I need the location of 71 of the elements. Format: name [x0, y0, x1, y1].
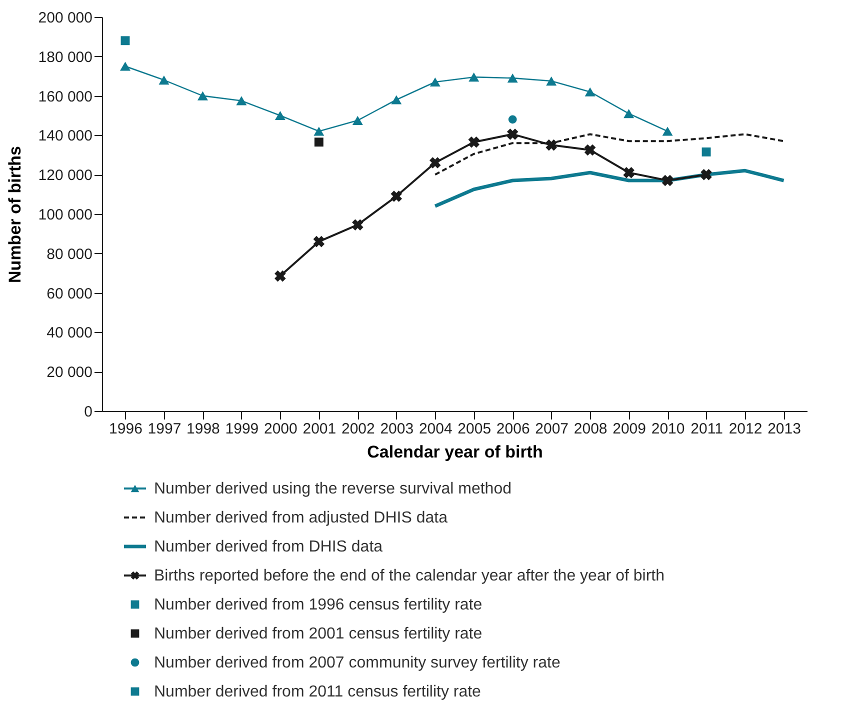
y-tick-label: 60 000 — [46, 285, 92, 302]
x-tick-label: 1998 — [186, 420, 220, 438]
point — [120, 62, 130, 71]
y-tick-label: 120 000 — [38, 167, 92, 184]
x-tick-label: 2008 — [574, 420, 608, 438]
x-axis-title: Calendar year of birth — [367, 442, 543, 462]
x-tick-label: 2009 — [612, 420, 646, 438]
y-tick-label: 40 000 — [46, 324, 92, 342]
point — [429, 157, 441, 168]
point — [158, 76, 170, 85]
x-tick-label: 1999 — [225, 420, 259, 438]
legend-label: Number derived from 2001 census fertility rate — [154, 626, 482, 642]
y-tick-label: 180 000 — [38, 48, 92, 66]
point — [624, 108, 634, 118]
point — [391, 95, 402, 104]
point — [662, 126, 673, 136]
line-series — [433, 168, 786, 208]
point — [468, 136, 480, 148]
legend-label: Number derived from 2007 community survey fertility rate — [154, 654, 560, 672]
x-tick-label: 1997 — [148, 420, 182, 438]
x-tick-label: 2000 — [264, 420, 298, 438]
point — [197, 91, 208, 100]
legend-label: Births reported before the end of the calendar year after the year of birth — [154, 568, 665, 584]
point — [314, 126, 324, 136]
y-tick-label: 0 — [84, 404, 92, 420]
y-tick-label: 200 000 — [38, 10, 92, 26]
x-tick-label: 2007 — [535, 420, 569, 438]
y-tick-label: 20 000 — [46, 364, 92, 382]
y-tick-label: 140 000 — [38, 128, 92, 145]
point — [662, 174, 674, 186]
point — [584, 87, 596, 96]
point — [702, 147, 711, 156]
x-tick-label: 2001 — [302, 420, 336, 438]
x-tick-label: 1996 — [109, 420, 142, 438]
x-tick-label: 2012 — [728, 420, 762, 438]
point — [274, 110, 286, 120]
point — [313, 236, 325, 248]
legend-label: Number derived from 1996 census fertility rate — [154, 596, 482, 614]
point — [508, 115, 517, 124]
point — [623, 166, 634, 178]
x-tick-label: 2003 — [380, 420, 414, 438]
x-tick-label: 2004 — [418, 420, 452, 438]
point — [120, 36, 130, 46]
x-tick-label: 2013 — [768, 420, 801, 438]
point — [546, 139, 557, 151]
point — [546, 76, 557, 86]
y-tick-label: 160 000 — [38, 88, 92, 106]
point — [390, 190, 402, 202]
x-tick-label: 2005 — [458, 420, 492, 438]
x-tick-label: 2002 — [341, 420, 375, 438]
point — [430, 77, 440, 87]
point — [352, 116, 363, 125]
point — [506, 128, 518, 140]
legend-label: Number derived using the reverse survival method — [154, 480, 512, 498]
legend-label: Number derived from adjusted DHIS data — [154, 510, 448, 526]
point — [700, 168, 712, 180]
point — [274, 270, 286, 282]
point — [584, 144, 596, 156]
y-axis-title: Number of births — [5, 146, 24, 283]
x-tick-label: 2006 — [496, 420, 530, 438]
legend-label: Number derived from 2011 census fertility rate — [154, 684, 482, 700]
point — [468, 72, 480, 82]
y-tick-label: 100 000 — [38, 206, 92, 224]
x-tick-label: 2011 — [690, 420, 723, 438]
point — [236, 96, 247, 106]
y-tick-label: 80 000 — [46, 246, 92, 263]
point — [314, 138, 324, 147]
point — [352, 219, 364, 230]
x-tick-label: 2010 — [651, 420, 685, 438]
point — [507, 74, 518, 83]
legend-label: Number derived from DHIS data — [154, 538, 383, 556]
